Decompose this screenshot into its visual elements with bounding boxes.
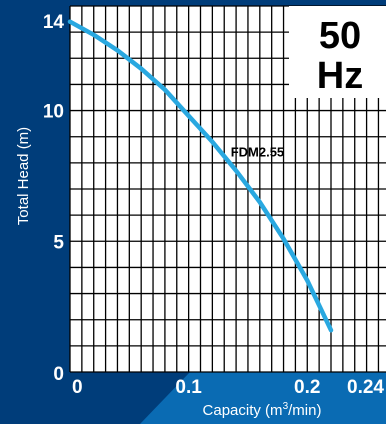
- y-tick-label: 14: [43, 12, 65, 33]
- x-axis-title: Capacity (m3/min): [203, 401, 322, 419]
- x-tick-label: 0.1: [175, 377, 202, 398]
- x-axis-title-prefix: Capacity (m: [203, 402, 283, 419]
- y-axis-ticks: 0 5 10 14: [43, 12, 65, 385]
- frequency-unit: Hz: [317, 55, 363, 97]
- x-tick-label: 0.2: [294, 377, 320, 398]
- y-axis-title: Total Head (m): [15, 127, 32, 225]
- series-line: [67, 19, 334, 333]
- grid: [69, 5, 386, 373]
- frequency-box: [289, 6, 386, 98]
- y-tick-label: 10: [43, 102, 64, 123]
- x-axis-title-sup: 3: [283, 401, 289, 412]
- x-tick-label: 0: [72, 377, 83, 398]
- series-layer: FDM2.55: [67, 19, 334, 333]
- series-label: FDM2.55: [231, 144, 284, 159]
- accent-band: [140, 372, 386, 424]
- y-tick-label: 0: [53, 364, 64, 385]
- frequency-value: 50: [319, 15, 361, 57]
- y-tick-label: 5: [53, 232, 64, 253]
- x-axis-ticks: 0 0.1 0.2 0.24: [72, 377, 384, 398]
- x-tick-label: 0.24: [347, 377, 384, 398]
- x-axis-title-suffix: /min): [288, 402, 321, 419]
